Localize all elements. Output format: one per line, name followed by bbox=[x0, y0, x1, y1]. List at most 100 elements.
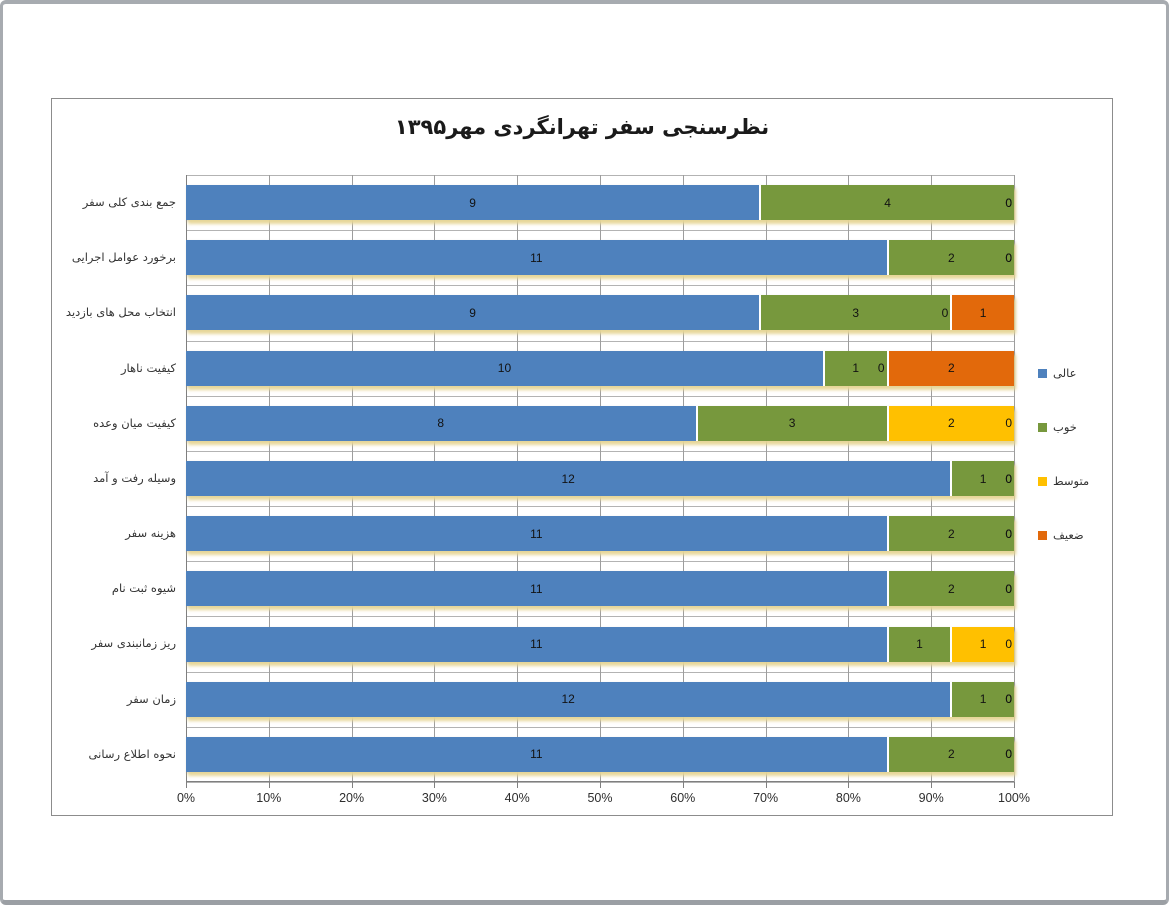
data-label-zero: 0 bbox=[1005, 747, 1012, 762]
bar-segment[interactable]: 11 bbox=[186, 571, 887, 607]
data-label: 11 bbox=[530, 747, 543, 762]
category-label: وسیله رفت و آمد bbox=[93, 470, 176, 485]
bar-segment[interactable]: 1 bbox=[950, 626, 1014, 662]
bar-segment[interactable]: 1 bbox=[886, 626, 951, 662]
bar-stack[interactable]: 11 1 1 0 bbox=[186, 626, 1014, 662]
category-axis: جمع بندی کلی سفر برخورد عوامل اجرایی انتخا… bbox=[52, 175, 178, 782]
category-label: هزینه سفر bbox=[125, 526, 176, 541]
axis-tick bbox=[186, 782, 187, 788]
data-label-zero: 0 bbox=[1005, 195, 1012, 210]
data-label: 10 bbox=[497, 361, 512, 376]
data-label-zero: 0 bbox=[1005, 250, 1012, 265]
data-label: 2 bbox=[947, 581, 955, 596]
bar-stack[interactable]: 12 1 0 0 bbox=[186, 681, 1014, 717]
bar-stack[interactable]: 8 3 2 0 bbox=[186, 405, 1014, 441]
chart-area[interactable]: نظرسنجی سفر تهرانگردی مهر۱۳۹۵ جمع بندی ک… bbox=[51, 98, 1113, 816]
plot-area: 0% 10% 20% 30% 40% 50% 60% 70% 80% 90% 100% 9 4 0 0 11 2… bbox=[177, 175, 1030, 805]
bar-segment[interactable]: 11 bbox=[186, 626, 887, 662]
axis-tick bbox=[517, 782, 519, 788]
category-label: نحوه اطلاع رسانی bbox=[88, 746, 176, 761]
bar-segment[interactable]: 3 bbox=[695, 405, 887, 441]
axis-tick bbox=[765, 782, 767, 788]
data-label: 2 bbox=[947, 361, 955, 376]
bar-stack[interactable]: 11 2 0 0 bbox=[186, 240, 1014, 276]
bar-segment[interactable]: 11 bbox=[186, 516, 887, 552]
axis-tick bbox=[351, 782, 353, 788]
bar-segment[interactable]: 2 bbox=[886, 736, 1014, 772]
bar-segment[interactable]: 2 bbox=[886, 405, 1014, 441]
legend-item[interactable]: متوسط bbox=[1038, 473, 1089, 489]
data-label: 9 bbox=[469, 195, 476, 210]
bar-segment[interactable]: 9 bbox=[186, 295, 760, 331]
bar-stack[interactable]: 12 1 0 0 bbox=[186, 461, 1014, 496]
axis-tick bbox=[268, 782, 270, 788]
data-label-zero: 0 bbox=[1005, 471, 1012, 486]
data-label-zero: 0 bbox=[1005, 581, 1012, 596]
category-label: ریز زمانبندی سفر bbox=[91, 636, 176, 651]
data-label-zero: 0 bbox=[1005, 692, 1012, 707]
axis-tick bbox=[600, 782, 601, 788]
bar-stack[interactable]: 10 1 0 2 bbox=[186, 350, 1014, 386]
axis-tick bbox=[434, 782, 436, 788]
bar-segment[interactable]: 9 bbox=[186, 185, 760, 221]
bar-segment[interactable]: 12 bbox=[186, 681, 951, 717]
bar-stack[interactable]: 11 2 0 0 bbox=[186, 571, 1014, 607]
bar-segment[interactable]: 2 bbox=[886, 350, 1014, 386]
data-label: 1 bbox=[852, 361, 860, 376]
x-axis-tick-label: 80% bbox=[835, 791, 861, 805]
data-label-zero: 0 bbox=[877, 361, 885, 376]
legend: عالی خوب متوسط ضعیف bbox=[1038, 365, 1089, 581]
x-axis-tick-label: 30% bbox=[421, 791, 447, 805]
category-label: جمع بندی کلی سفر bbox=[82, 195, 176, 209]
data-label: 1 bbox=[979, 471, 987, 486]
data-label: 12 bbox=[561, 471, 575, 486]
data-label: 4 bbox=[884, 195, 891, 210]
data-label-zero: 0 bbox=[1005, 637, 1012, 652]
data-label-zero: 0 bbox=[1005, 526, 1012, 541]
legend-item[interactable]: عالی bbox=[1038, 365, 1089, 381]
bar-stack[interactable]: 11 2 0 0 bbox=[186, 736, 1014, 772]
legend-marker bbox=[1038, 368, 1047, 378]
bar-stack[interactable]: 11 2 0 0 bbox=[186, 516, 1014, 552]
data-label-zero: 0 bbox=[941, 305, 949, 320]
bar-segment[interactable]: 12 bbox=[186, 461, 951, 496]
legend-item[interactable]: ضعیف bbox=[1038, 527, 1089, 543]
value-gridline bbox=[1014, 175, 1015, 782]
category-label: کیفیت ناهار bbox=[120, 360, 176, 375]
bar-segment[interactable]: 2 bbox=[886, 240, 1014, 276]
bar-segment[interactable]: 8 bbox=[186, 405, 696, 441]
axis-tick bbox=[848, 782, 850, 788]
data-label-zero: 0 bbox=[1005, 471, 1012, 486]
bar-segment[interactable]: 3 bbox=[759, 295, 951, 331]
legend-label: ضعیف bbox=[1053, 528, 1084, 542]
x-axis-tick-label: 70% bbox=[753, 791, 779, 805]
data-label: 1 bbox=[979, 637, 987, 652]
legend-item[interactable]: خوب bbox=[1038, 419, 1089, 435]
x-axis-tick-label: 50% bbox=[587, 791, 613, 805]
bar-segment[interactable]: 2 bbox=[886, 571, 1014, 607]
bar-segment[interactable]: 2 bbox=[886, 516, 1014, 552]
data-label: 2 bbox=[947, 416, 955, 431]
data-label: 1 bbox=[979, 305, 987, 320]
data-label: 3 bbox=[788, 416, 796, 431]
bar-segment[interactable]: 1 bbox=[950, 461, 1014, 496]
data-label: 11 bbox=[530, 581, 543, 596]
category-label: برخورد عوامل اجرایی bbox=[71, 250, 176, 265]
bar-segment[interactable]: 1 bbox=[950, 681, 1014, 717]
data-label: 2 bbox=[947, 747, 955, 762]
x-axis-tick-label: 0% bbox=[176, 791, 196, 805]
bar-stack[interactable]: 9 3 0 1 bbox=[186, 295, 1014, 331]
legend-marker bbox=[1038, 530, 1047, 540]
bar-segment[interactable]: 10 bbox=[186, 350, 823, 386]
x-axis-tick-label: 60% bbox=[670, 791, 696, 805]
data-label: 11 bbox=[530, 526, 543, 541]
bar-segment[interactable]: 4 bbox=[759, 185, 1014, 221]
bar-segment[interactable]: 1 bbox=[822, 350, 887, 386]
bar-segment[interactable]: 11 bbox=[186, 240, 887, 276]
bar-segment[interactable]: 11 bbox=[186, 736, 887, 772]
data-label: 9 bbox=[469, 305, 476, 320]
x-axis-tick-label: 10% bbox=[256, 791, 282, 805]
bar-segment[interactable]: 1 bbox=[950, 295, 1014, 331]
